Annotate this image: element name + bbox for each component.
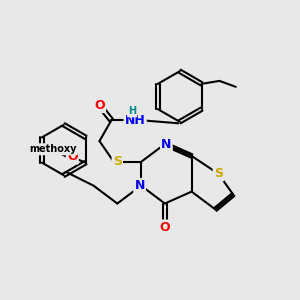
Text: S: S [113, 155, 122, 168]
Text: N: N [134, 179, 145, 192]
Text: O: O [160, 221, 170, 234]
Text: S: S [214, 167, 223, 180]
Text: NH: NH [125, 114, 146, 127]
Text: O: O [94, 99, 105, 112]
Text: O: O [67, 150, 78, 163]
Text: H: H [128, 106, 136, 116]
Text: methoxy: methoxy [29, 144, 77, 154]
Text: N: N [161, 138, 172, 151]
